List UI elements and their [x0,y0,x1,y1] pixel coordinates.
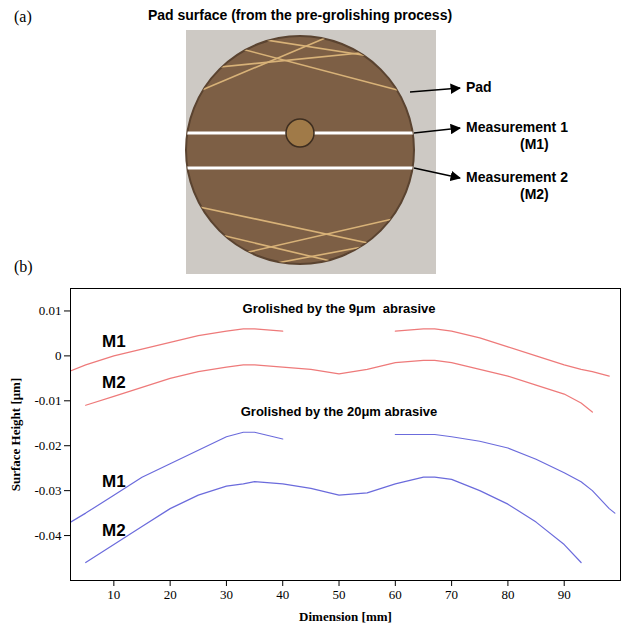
svg-text:90: 90 [558,587,571,602]
svg-text:Measurement 2(M2): Measurement 2(M2) [466,169,568,202]
svg-text:Grolished by the 20μm abrasive: Grolished by the 20μm abrasive [241,404,438,419]
svg-text:40: 40 [276,587,289,602]
svg-text:0.01: 0.01 [39,303,62,318]
svg-text:Dimension [mm]: Dimension [mm] [299,609,392,624]
svg-text:80: 80 [501,587,514,602]
svg-text:Measurement 1(M1): Measurement 1(M1) [466,119,568,152]
svg-text:M1: M1 [102,332,126,351]
svg-text:20: 20 [164,587,177,602]
svg-text:Surface Height [μm]: Surface Height [μm] [8,378,23,492]
svg-text:-0.04: -0.04 [34,528,62,543]
svg-text:-0.03: -0.03 [34,483,61,498]
svg-text:50: 50 [333,587,346,602]
svg-text:Grolished by the 9μm abrasive: Grolished by the 9μm abrasive [243,301,436,316]
svg-text:Pad: Pad [466,79,492,95]
svg-text:-0.02: -0.02 [34,438,61,453]
svg-text:M1: M1 [102,472,126,491]
svg-text:-0.01: -0.01 [34,393,61,408]
svg-text:(a): (a) [14,8,32,26]
svg-text:M2: M2 [102,521,126,540]
svg-text:Pad surface (from the pre-grol: Pad surface (from the pre-grolishing pro… [148,7,452,23]
svg-text:30: 30 [220,587,233,602]
svg-text:0: 0 [55,348,62,363]
svg-text:M2: M2 [102,373,126,392]
svg-text:(b): (b) [14,258,33,276]
svg-text:70: 70 [445,587,458,602]
svg-text:60: 60 [389,587,402,602]
svg-text:10: 10 [107,587,120,602]
